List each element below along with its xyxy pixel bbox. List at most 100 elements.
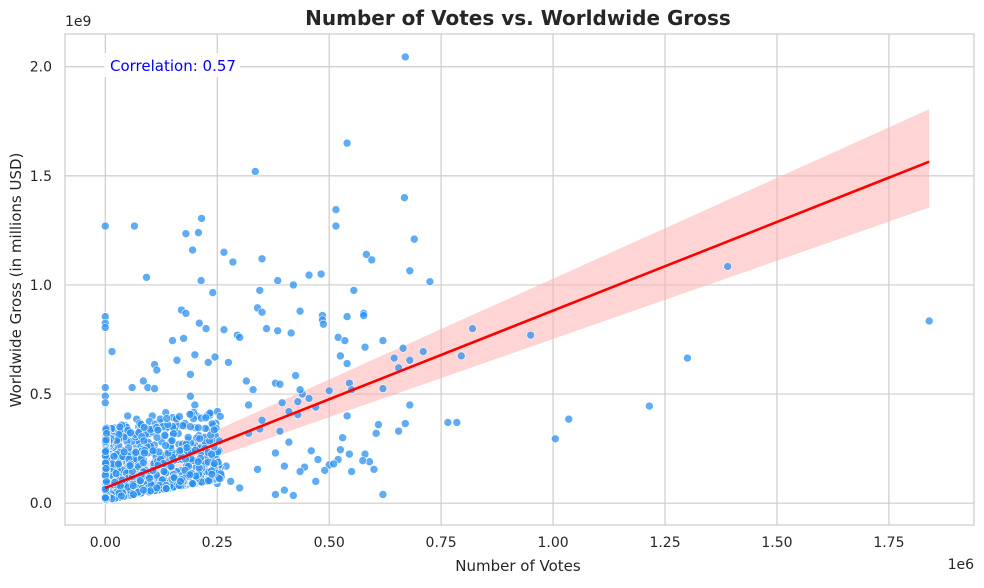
data-point <box>181 229 191 238</box>
data-point <box>101 221 110 231</box>
y-tick-label: 1.0 <box>30 278 52 294</box>
data-point <box>378 384 388 393</box>
data-point <box>304 394 314 403</box>
data-point <box>452 418 462 427</box>
data-point <box>683 353 692 363</box>
data-point <box>371 429 381 438</box>
data-point <box>295 467 305 476</box>
data-point <box>210 352 220 362</box>
data-point <box>342 359 352 368</box>
data-point <box>153 425 163 435</box>
data-point <box>139 436 149 446</box>
data-point <box>168 336 177 345</box>
data-point <box>248 385 258 395</box>
data-point <box>329 459 338 469</box>
data-point <box>209 425 219 435</box>
data-point <box>114 459 123 469</box>
data-point <box>210 459 219 468</box>
data-point <box>405 355 415 365</box>
data-point <box>148 446 158 456</box>
data-point <box>338 433 347 443</box>
data-point <box>107 347 117 356</box>
data-point <box>161 484 171 493</box>
data-point <box>186 370 195 379</box>
x-tick-label: 1.50 <box>761 535 792 551</box>
data-point <box>378 336 388 345</box>
data-point <box>109 452 119 461</box>
data-point <box>295 385 305 395</box>
data-point <box>316 269 326 279</box>
data-point <box>101 493 110 503</box>
data-point <box>162 414 172 423</box>
data-point <box>178 421 188 430</box>
data-point <box>280 461 289 471</box>
data-point <box>194 228 203 237</box>
data-point <box>159 467 169 476</box>
data-point <box>313 455 323 464</box>
x-tick-label: 0.25 <box>202 535 233 551</box>
data-point <box>331 205 341 214</box>
data-point <box>284 437 294 447</box>
data-point <box>102 477 111 487</box>
data-point <box>139 485 148 495</box>
data-point <box>181 309 191 318</box>
data-point <box>161 441 170 450</box>
data-point <box>175 446 185 456</box>
data-point <box>645 401 654 411</box>
data-point <box>418 347 428 356</box>
data-point <box>207 449 216 459</box>
data-point <box>401 419 410 428</box>
data-point <box>378 490 388 499</box>
data-point <box>185 409 195 419</box>
data-point <box>324 386 334 396</box>
data-point <box>219 247 229 257</box>
data-point <box>224 358 233 367</box>
data-point <box>255 286 265 295</box>
regression-line-layer <box>104 160 930 490</box>
data-point <box>425 277 435 286</box>
data-point <box>185 470 195 480</box>
regression-line <box>104 160 930 490</box>
data-point <box>319 319 328 329</box>
data-point <box>116 491 126 501</box>
data-point <box>101 323 110 332</box>
data-point <box>101 435 111 445</box>
data-point <box>228 257 238 267</box>
data-point <box>369 465 379 474</box>
data-point <box>257 307 267 317</box>
data-point <box>135 476 145 485</box>
data-point <box>271 490 280 499</box>
data-point <box>128 481 138 491</box>
data-point <box>311 477 321 486</box>
data-point <box>409 234 419 244</box>
data-point <box>169 429 178 439</box>
data-point <box>275 379 285 389</box>
data-point <box>130 221 139 231</box>
data-point <box>126 428 135 438</box>
y-tick-label: 0.0 <box>30 496 52 512</box>
data-point <box>262 324 271 333</box>
x-tick-label: 0.75 <box>426 535 457 551</box>
data-point <box>195 434 205 443</box>
data-point <box>289 280 298 290</box>
data-point <box>129 490 138 499</box>
data-point <box>360 342 370 352</box>
data-point <box>193 457 203 466</box>
data-point <box>342 411 352 421</box>
x-tick-label: 1.25 <box>649 535 680 551</box>
data-point <box>207 469 217 479</box>
data-point <box>188 245 197 255</box>
data-point <box>286 328 296 338</box>
data-point <box>215 474 224 484</box>
data-point <box>257 254 267 264</box>
data-point <box>273 326 282 336</box>
data-point <box>342 138 352 148</box>
data-point <box>186 391 195 401</box>
data-point <box>924 316 934 326</box>
data-point <box>150 384 159 393</box>
data-point <box>405 266 415 276</box>
data-point <box>347 467 356 476</box>
data-point <box>152 433 162 442</box>
data-point <box>320 466 330 475</box>
data-point <box>188 479 197 488</box>
